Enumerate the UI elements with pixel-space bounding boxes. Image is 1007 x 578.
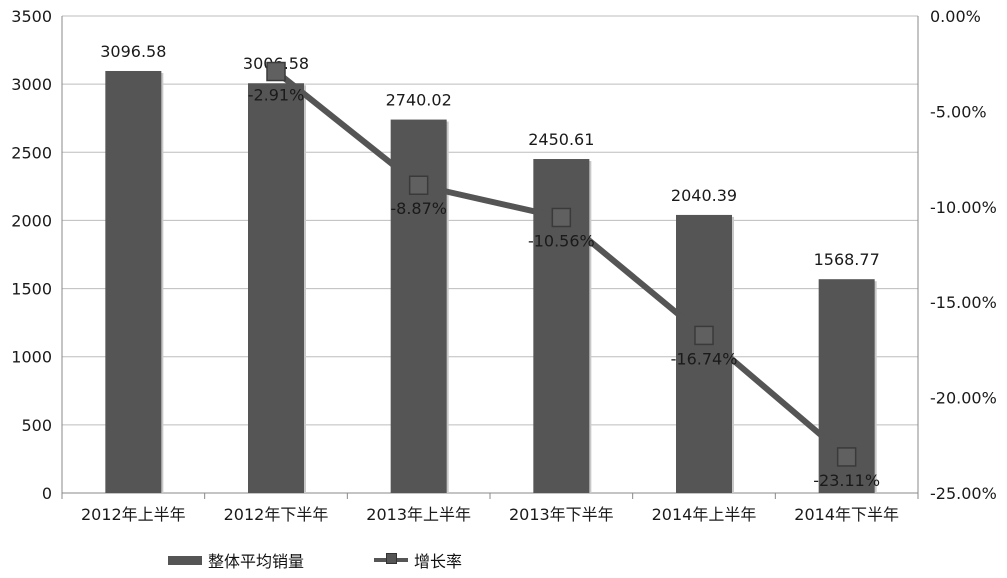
y-right-tick-label: -5.00%: [930, 102, 987, 121]
bar: [248, 83, 304, 493]
growth-marker: [694, 325, 714, 346]
y-left-tick-label: 3500: [11, 7, 52, 26]
combo-chart: 0 500 1000 1500 2000 2500 3000 3500 0.00% -5.00% -…: [11, 7, 997, 524]
x-tick-label: 2013年上半年: [366, 505, 471, 524]
bar-data-label: 2040.39: [671, 186, 737, 205]
y-right-tick-label: -10.00%: [930, 198, 997, 217]
y-left-tick-label: 2000: [11, 211, 52, 230]
legend-item-sales: 整体平均销量: [168, 548, 304, 572]
y-right-tick-label: 0.00%: [930, 7, 981, 26]
growth-marker: [408, 175, 429, 195]
y-left-tick-label: 2500: [11, 143, 52, 162]
legend-label-growth: 增长率: [414, 552, 463, 571]
line-data-label: -8.87%: [390, 199, 447, 218]
bar-data-label: 2450.61: [528, 130, 594, 149]
legend-swatch-line: [374, 553, 409, 564]
legend: 整体平均销量 增长率: [168, 548, 532, 572]
bar: [105, 70, 162, 494]
x-tick-label: 2014年下半年: [794, 505, 899, 524]
y-left-tick-label: 3000: [11, 75, 52, 94]
line-data-label: -23.11%: [813, 471, 880, 490]
y-left-tick-label: 1500: [11, 280, 52, 299]
y-left-tick-label: 0: [42, 484, 52, 503]
y-right-tick-label: -15.00%: [930, 293, 997, 312]
growth-marker: [836, 447, 857, 467]
bar-data-label: 2740.02: [386, 91, 452, 110]
y-left-tick-label: 500: [21, 416, 52, 435]
x-tick-label: 2013年下半年: [509, 505, 614, 524]
legend-item-growth: 增长率: [374, 548, 462, 572]
bar-data-label: 1568.77: [814, 250, 880, 269]
y-left-tick-label: 1000: [11, 348, 52, 367]
line-data-label: -10.56%: [528, 231, 595, 250]
line-data-label: -16.74%: [671, 349, 738, 368]
x-tick-label: 2012年上半年: [81, 505, 186, 524]
x-tick-label: 2012年下半年: [224, 505, 329, 524]
legend-swatch-bar: [168, 555, 202, 565]
y-right-tick-label: -25.00%: [930, 484, 997, 503]
growth-marker: [266, 61, 286, 82]
y-right-tick-label: -20.00%: [930, 389, 997, 408]
x-tick-label: 2014年上半年: [652, 505, 757, 524]
line-data-label: -2.91%: [248, 86, 305, 105]
legend-label-sales: 整体平均销量: [208, 552, 305, 571]
growth-marker: [551, 207, 572, 228]
bar-data-label: 3096.58: [100, 42, 166, 61]
